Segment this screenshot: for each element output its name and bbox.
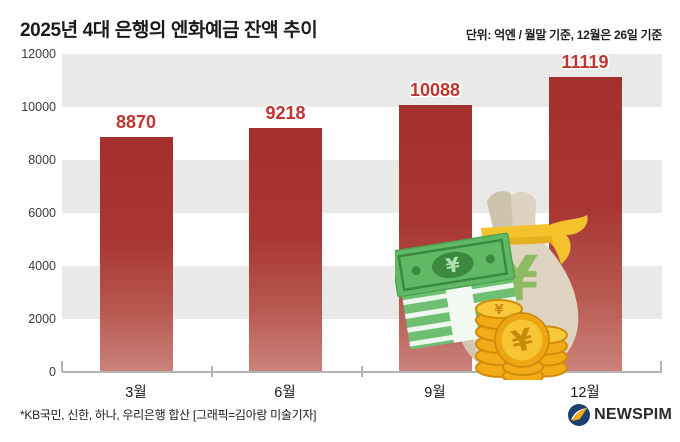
source-footnote: *KB국민, 신한, 하나, 우리은행 합산 [그래픽=김아랑 미술기자] bbox=[20, 408, 317, 422]
axis-separator-tick bbox=[211, 366, 213, 377]
svg-text:¥: ¥ bbox=[494, 303, 503, 318]
axis-end-tick bbox=[61, 361, 63, 372]
y-axis-tick-label: 4000 bbox=[28, 259, 56, 273]
y-axis-tick-label: 2000 bbox=[28, 312, 56, 326]
newspim-logo: NEWSPIM bbox=[568, 404, 672, 426]
axis-end-tick bbox=[660, 361, 662, 372]
coin-stack-icon: ¥ ¥ ¥ bbox=[475, 299, 568, 380]
x-axis-label: 6월 bbox=[274, 385, 296, 401]
bar-value-label: 11119 bbox=[561, 52, 609, 72]
y-axis-tick-label: 8000 bbox=[28, 153, 56, 167]
bar-value-label: 9218 bbox=[265, 103, 306, 123]
y-axis-tick-label: 6000 bbox=[28, 206, 56, 220]
x-axis-label: 9월 bbox=[424, 385, 446, 401]
newspim-circle-icon bbox=[568, 404, 591, 426]
x-axis-label: 12월 bbox=[570, 385, 600, 401]
money-illustration: ¥ ¥ ¥ bbox=[395, 191, 588, 380]
bar-june: 9218 bbox=[249, 103, 322, 372]
page-title: 2025년 4대 은행의 엔화예금 잔액 추이 bbox=[20, 20, 318, 41]
axis-separator-tick bbox=[361, 366, 363, 377]
bar-march: 8870 bbox=[99, 112, 173, 372]
x-axis-label: 3월 bbox=[125, 385, 147, 401]
bar-value-label: 8870 bbox=[115, 112, 157, 132]
unit-note: 단위: 억엔 / 월말 기준, 12월은 26일 기준 bbox=[465, 28, 662, 42]
y-axis-tick-label: 0 bbox=[49, 365, 56, 379]
bar-value-label: 10088 bbox=[409, 80, 461, 100]
y-axis-tick-label: 12000 bbox=[21, 47, 56, 61]
y-axis-tick-label: 10000 bbox=[21, 100, 56, 114]
svg-text:¥: ¥ bbox=[444, 252, 462, 278]
newspim-logo-text: NEWSPIM bbox=[594, 406, 672, 423]
